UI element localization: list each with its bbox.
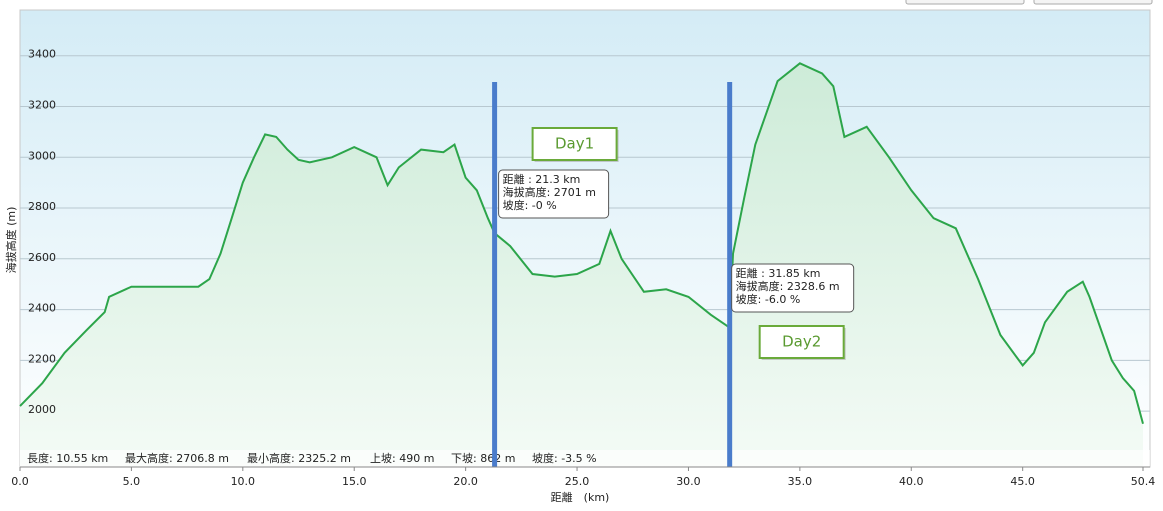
day-box <box>531 127 618 161</box>
tooltip <box>731 263 855 313</box>
y-tick-label: 2600 <box>28 251 56 264</box>
tooltip-line: 距離 : 21.3 km <box>503 172 581 186</box>
area <box>20 63 1143 468</box>
stat: 長度: 10.55 km <box>27 451 108 465</box>
y-tick-label: 3200 <box>28 98 56 111</box>
day-label: Day2 <box>782 333 821 351</box>
stat: 最小高度: 2325.2 m <box>247 451 351 465</box>
x-tick-label: 30.0 <box>676 475 701 488</box>
tooltip <box>498 169 610 219</box>
y-tick-label: 3000 <box>28 149 56 162</box>
stat: 最大高度: 2706.8 m <box>125 451 229 465</box>
x-tick-label: 35.0 <box>788 475 813 488</box>
y-tick-label: 2200 <box>28 352 56 365</box>
y-tick-label: 2000 <box>28 403 56 416</box>
tooltip-line: 坡度: -6.0 % <box>736 292 801 306</box>
x-tick-label: 10.0 <box>231 475 256 488</box>
stat: 上坡: 490 m <box>370 452 434 465</box>
x-tick-label: 5.0 <box>123 475 141 488</box>
day-box <box>758 325 845 359</box>
button[interactable] <box>1033 0 1153 5</box>
y-tick-label: 2800 <box>28 200 56 213</box>
stat: 坡度: -3.5 % <box>532 451 597 465</box>
tooltip-line: 海拔高度: 2701 m <box>503 185 596 199</box>
tooltip-line: 距離 : 31.85 km <box>736 266 821 280</box>
day-label: Day1 <box>555 135 594 153</box>
line <box>19 62 1144 425</box>
button[interactable] <box>905 0 1025 5</box>
stat: 下坡: 862 m <box>451 452 515 465</box>
x-tick-label: 25.0 <box>565 475 590 488</box>
x-axis-label: 距離 (km) <box>551 490 610 504</box>
x-tick-label: 45.0 <box>1010 475 1035 488</box>
x-tick-label: 40.0 <box>899 475 924 488</box>
x-tick-label: 20.0 <box>453 475 478 488</box>
stats-bar <box>20 450 1150 467</box>
tooltip-line: 海拔高度: 2328.6 m <box>736 279 840 293</box>
tooltip-line: 坡度: -0 % <box>503 198 557 212</box>
y-tick-label: 3400 <box>28 48 56 61</box>
x-tick-label: 15.0 <box>342 475 367 488</box>
y-tick-label: 2400 <box>28 302 56 315</box>
x-tick-label: 50.4 <box>1131 475 1156 488</box>
y-axis-label: 海拔高度 (m) <box>4 207 18 274</box>
x-tick-label: 0.0 <box>11 475 29 488</box>
